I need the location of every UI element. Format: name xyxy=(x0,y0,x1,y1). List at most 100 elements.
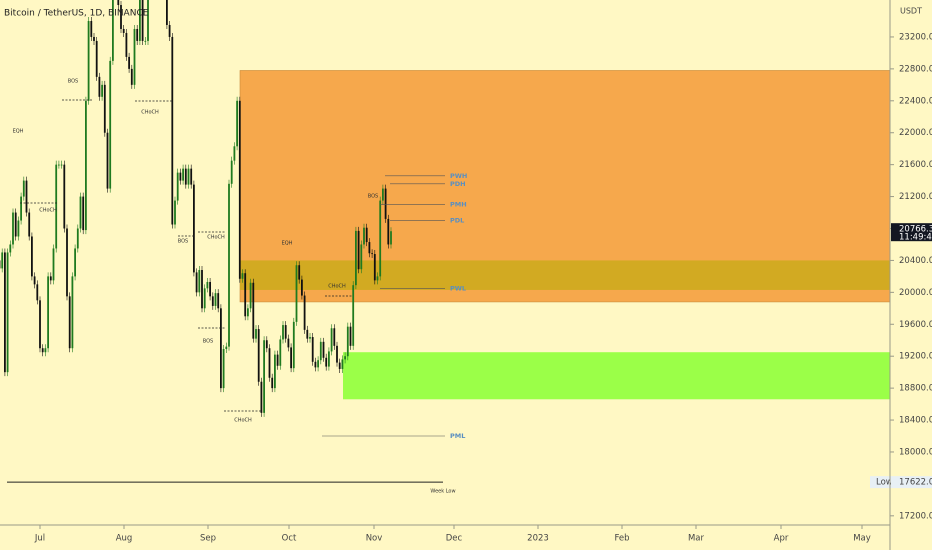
y-tick-label: 22800.00 xyxy=(899,64,932,74)
candle xyxy=(41,348,44,353)
candle xyxy=(279,339,282,366)
candle xyxy=(357,230,360,270)
candle xyxy=(230,160,233,184)
candle xyxy=(171,36,174,225)
candle xyxy=(6,252,9,373)
candle xyxy=(276,354,279,366)
candle xyxy=(298,265,301,280)
level-label: Week Low xyxy=(430,489,455,495)
candle xyxy=(238,100,241,279)
x-tick-label: Dec xyxy=(446,534,463,544)
candle xyxy=(47,276,49,349)
low-tag-name-box xyxy=(870,476,891,489)
candle xyxy=(141,0,144,41)
price-tag xyxy=(891,223,932,242)
candle xyxy=(79,196,82,229)
candle xyxy=(176,172,179,201)
candle xyxy=(101,84,103,97)
low-tag-name: Low xyxy=(876,478,893,488)
candle xyxy=(384,188,387,219)
candle xyxy=(60,164,63,166)
candle xyxy=(122,28,125,33)
x-tick-label: Mar xyxy=(688,534,705,544)
annotation: EQH xyxy=(13,129,24,135)
candle xyxy=(222,349,225,389)
annotation: BOS xyxy=(203,339,213,345)
x-tick-label: Oct xyxy=(282,534,297,544)
candle xyxy=(14,212,17,237)
candle xyxy=(309,337,311,339)
x-tick-label: Apr xyxy=(774,534,789,544)
candle xyxy=(58,164,60,166)
candle xyxy=(360,244,363,270)
candle xyxy=(76,228,79,249)
candle xyxy=(236,100,238,147)
candle xyxy=(344,356,346,360)
level-label: PMH xyxy=(450,201,467,209)
candle xyxy=(55,164,58,249)
candle xyxy=(87,20,90,101)
candle xyxy=(198,270,201,293)
candle xyxy=(9,244,12,253)
candle xyxy=(257,329,260,382)
candle xyxy=(136,28,139,41)
y-tick-label: 20000.00 xyxy=(899,288,932,298)
candle xyxy=(74,248,76,277)
candle xyxy=(184,168,187,185)
annotation: CHoCH xyxy=(328,284,346,290)
candle xyxy=(317,360,319,368)
annotation: CHoCH xyxy=(141,110,159,116)
candle xyxy=(346,326,349,357)
candle xyxy=(33,276,36,285)
candle xyxy=(244,273,247,317)
level-label: PWL xyxy=(450,284,466,292)
y-tick-label: 18800.00 xyxy=(899,384,932,394)
candle xyxy=(117,0,120,6)
candle xyxy=(12,212,14,245)
low-tag-box xyxy=(891,476,932,489)
price-tag-time: 11:49:44 xyxy=(899,233,932,243)
candle xyxy=(201,270,203,309)
candle xyxy=(287,338,290,348)
annotation: CHoCH xyxy=(39,208,57,214)
zone xyxy=(343,352,890,400)
candle xyxy=(85,100,87,231)
candle xyxy=(341,359,344,369)
x-tick-label: Sep xyxy=(200,534,216,544)
candle xyxy=(368,242,371,254)
candle xyxy=(128,56,130,69)
candle xyxy=(290,347,292,369)
candle xyxy=(98,76,101,97)
candle xyxy=(371,253,373,255)
candle xyxy=(225,346,228,350)
candle xyxy=(71,276,74,349)
candle xyxy=(255,329,257,339)
candle xyxy=(271,377,274,389)
y-tick-label: 23200.00 xyxy=(899,32,932,42)
candle xyxy=(352,285,355,346)
candle xyxy=(363,227,365,245)
candle xyxy=(284,325,287,339)
candle xyxy=(20,196,22,221)
candle xyxy=(376,276,379,281)
candle xyxy=(301,279,303,296)
candle xyxy=(249,282,252,309)
candle xyxy=(311,337,314,362)
candle xyxy=(195,272,198,293)
candle xyxy=(36,284,39,301)
candle xyxy=(303,295,306,330)
candle xyxy=(1,252,4,269)
candle xyxy=(379,200,382,277)
candle xyxy=(63,164,66,229)
candle xyxy=(382,188,384,201)
candle xyxy=(328,351,330,367)
candle xyxy=(319,341,322,361)
candle xyxy=(125,32,128,57)
candle xyxy=(233,146,236,161)
annotation: BOS xyxy=(68,79,78,85)
candle xyxy=(338,362,341,369)
candle xyxy=(333,328,336,346)
candle xyxy=(166,0,168,25)
